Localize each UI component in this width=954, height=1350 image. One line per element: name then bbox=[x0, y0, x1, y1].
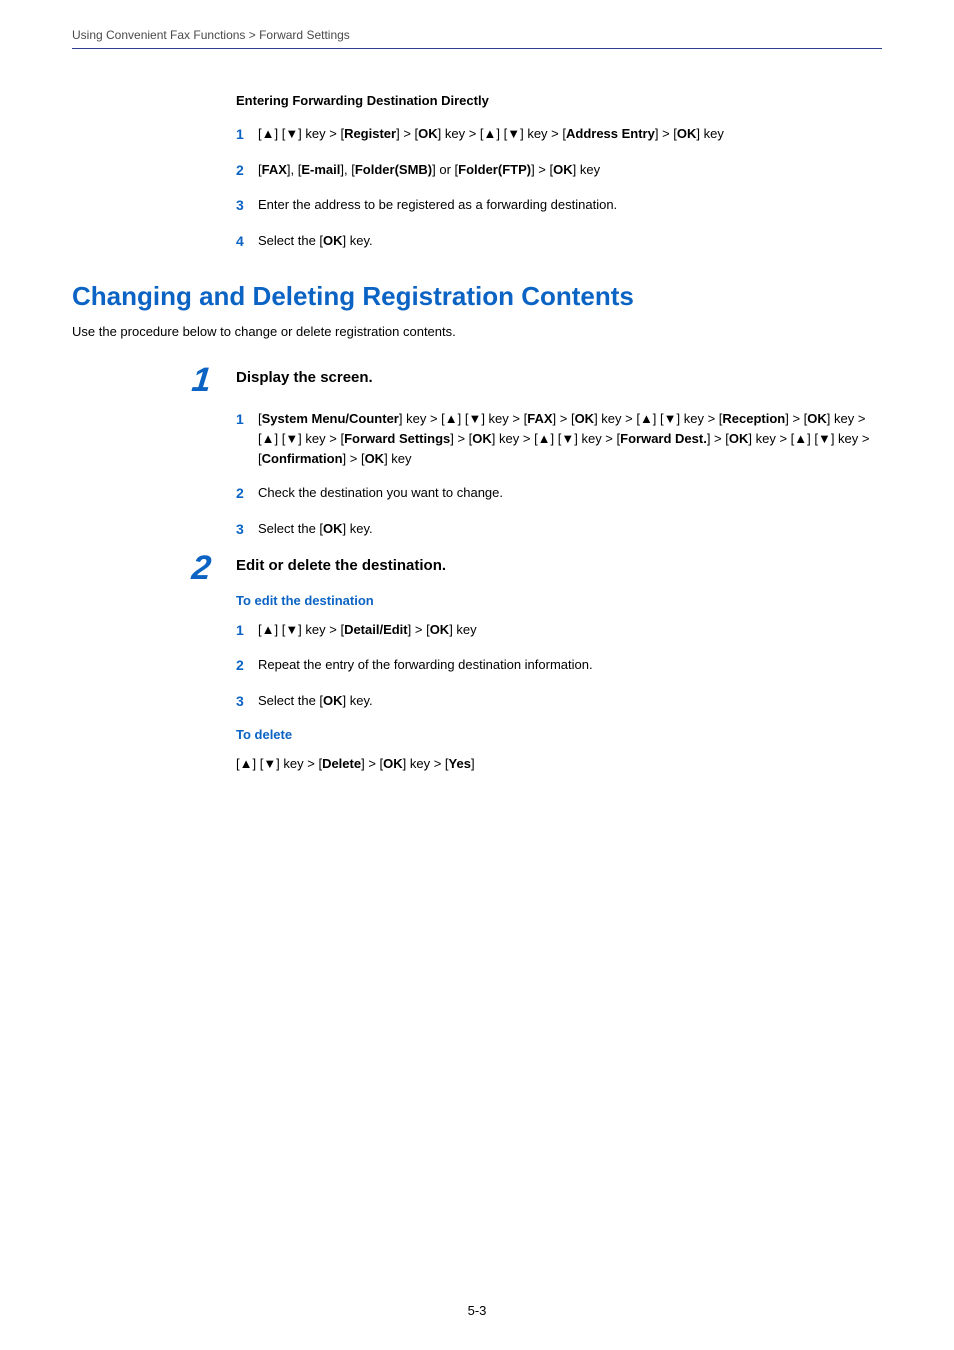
list-num: 1 bbox=[236, 620, 258, 642]
header-rule bbox=[72, 48, 882, 49]
list-item: 3 Select the [OK] key. bbox=[236, 519, 882, 541]
step-number: 1 bbox=[190, 363, 238, 397]
entering-list: 1 [▲] [▼] key > [Register] > [OK] key > … bbox=[236, 124, 882, 253]
list-body: [▲] [▼] key > [Detail/Edit] > [OK] key bbox=[258, 620, 882, 640]
list-num: 2 bbox=[236, 655, 258, 677]
list-item: 1 [▲] [▼] key > [Detail/Edit] > [OK] key bbox=[236, 620, 882, 642]
step-2-header: 2 Edit or delete the destination. bbox=[192, 555, 882, 585]
list-item: 4 Select the [OK] key. bbox=[236, 231, 882, 253]
h1-changing: Changing and Deleting Registration Conte… bbox=[72, 281, 882, 312]
list-body: Enter the address to be registered as a … bbox=[258, 195, 882, 215]
step-title: Display the screen. bbox=[236, 369, 373, 386]
page-container: Using Convenient Fax Functions > Forward… bbox=[0, 0, 954, 773]
step-1-header: 1 Display the screen. bbox=[192, 367, 882, 397]
list-body: [System Menu/Counter] key > [▲] [▼] key … bbox=[258, 409, 882, 469]
delete-subheading: To delete bbox=[236, 727, 882, 742]
step1-list: 1 [System Menu/Counter] key > [▲] [▼] ke… bbox=[236, 409, 882, 541]
edit-subheading: To edit the destination bbox=[236, 593, 882, 608]
list-body: Select the [OK] key. bbox=[258, 519, 882, 539]
list-body: [▲] [▼] key > [Register] > [OK] key > [▲… bbox=[258, 124, 882, 144]
list-item: 1 [System Menu/Counter] key > [▲] [▼] ke… bbox=[236, 409, 882, 469]
list-item: 2 Check the destination you want to chan… bbox=[236, 483, 882, 505]
list-num: 3 bbox=[236, 519, 258, 541]
breadcrumb: Using Convenient Fax Functions > Forward… bbox=[72, 28, 882, 48]
page-number: 5-3 bbox=[0, 1303, 954, 1318]
list-body: Select the [OK] key. bbox=[258, 691, 882, 711]
list-body: Check the destination you want to change… bbox=[258, 483, 882, 503]
list-body: Select the [OK] key. bbox=[258, 231, 882, 251]
list-item: 2 Repeat the entry of the forwarding des… bbox=[236, 655, 882, 677]
list-num: 2 bbox=[236, 160, 258, 182]
list-item: 3 Select the [OK] key. bbox=[236, 691, 882, 713]
step-number: 2 bbox=[190, 551, 238, 585]
list-item: 1 [▲] [▼] key > [Register] > [OK] key > … bbox=[236, 124, 882, 146]
list-num: 3 bbox=[236, 691, 258, 713]
list-num: 3 bbox=[236, 195, 258, 217]
list-num: 2 bbox=[236, 483, 258, 505]
list-num: 1 bbox=[236, 409, 258, 431]
list-item: 3 Enter the address to be registered as … bbox=[236, 195, 882, 217]
list-item: 2 [FAX], [E-mail], [Folder(SMB)] or [Fol… bbox=[236, 160, 882, 182]
list-body: [FAX], [E-mail], [Folder(SMB)] or [Folde… bbox=[258, 160, 882, 180]
step-title: Edit or delete the destination. bbox=[236, 557, 446, 574]
delete-line: [▲] [▼] key > [Delete] > [OK] key > [Yes… bbox=[236, 754, 882, 774]
list-num: 4 bbox=[236, 231, 258, 253]
step2-edit-list: 1 [▲] [▼] key > [Detail/Edit] > [OK] key… bbox=[236, 620, 882, 713]
intro-para: Use the procedure below to change or del… bbox=[72, 324, 882, 339]
list-num: 1 bbox=[236, 124, 258, 146]
list-body: Repeat the entry of the forwarding desti… bbox=[258, 655, 882, 675]
entering-title: Entering Forwarding Destination Directly bbox=[236, 93, 882, 108]
